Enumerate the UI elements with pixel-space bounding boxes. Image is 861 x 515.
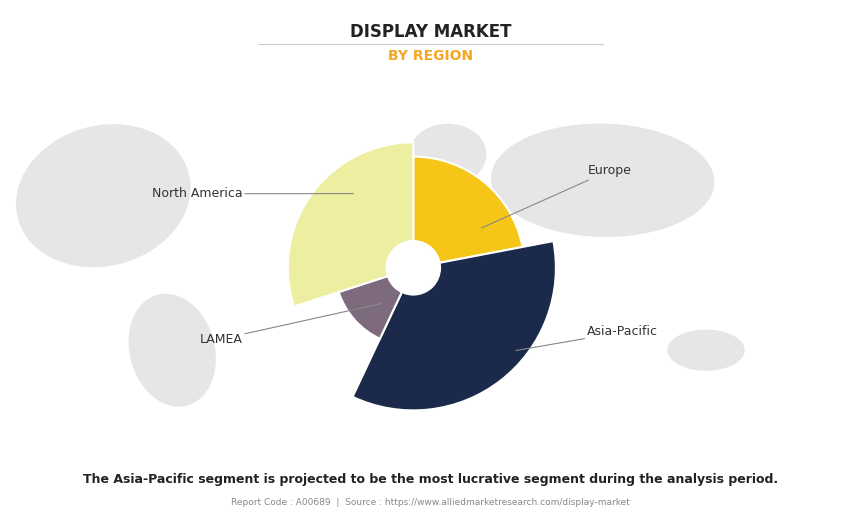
- Text: DISPLAY MARKET: DISPLAY MARKET: [350, 23, 511, 41]
- Ellipse shape: [667, 330, 745, 371]
- Ellipse shape: [491, 124, 715, 237]
- Wedge shape: [352, 241, 556, 410]
- Circle shape: [387, 241, 440, 295]
- Ellipse shape: [128, 294, 216, 407]
- Text: North America: North America: [152, 187, 353, 200]
- Ellipse shape: [409, 124, 486, 185]
- Wedge shape: [288, 142, 413, 306]
- Text: Asia-Pacific: Asia-Pacific: [516, 325, 659, 351]
- Text: BY REGION: BY REGION: [388, 49, 473, 63]
- Wedge shape: [413, 157, 523, 263]
- Wedge shape: [338, 276, 402, 339]
- Text: Report Code : A00689  |  Source : https://www.alliedmarketresearch.com/display-m: Report Code : A00689 | Source : https://…: [231, 499, 630, 507]
- Ellipse shape: [400, 242, 495, 355]
- Text: The Asia-Pacific segment is projected to be the most lucrative segment during th: The Asia-Pacific segment is projected to…: [83, 473, 778, 486]
- Text: Europe: Europe: [482, 164, 631, 228]
- Ellipse shape: [16, 124, 190, 267]
- Text: LAMEA: LAMEA: [199, 303, 382, 346]
